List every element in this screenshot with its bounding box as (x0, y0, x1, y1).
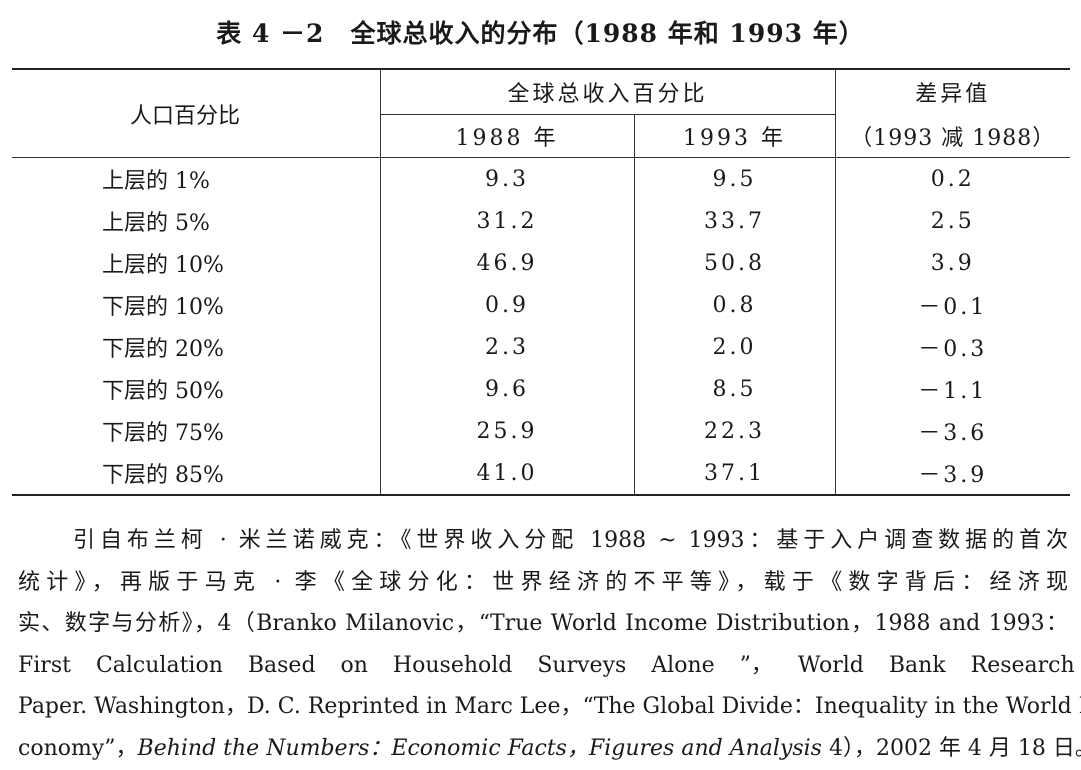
col-header-1993: 1993 年 (633, 114, 835, 158)
value-diff: 0.2 (834, 157, 1070, 200)
table-row: 下层的 10% 0.9 0.8 －0.1 (12, 284, 1070, 326)
header-row-2: 1988 年 1993 年 （1993 减 1988） (12, 114, 1070, 158)
value-1988: 9.6 (379, 368, 634, 410)
value-1993: 33.7 (633, 200, 835, 242)
row-label: 上层的 10% (102, 253, 224, 278)
row-label: 上层的 5% (102, 211, 210, 236)
table-row: 下层的 50% 9.6 8.5 －1.1 (12, 368, 1070, 410)
caption-line: Paper. Washington，D. C. Reprinted in Mar… (18, 694, 1081, 719)
row-label: 下层的 85% (12, 452, 380, 496)
table-title: 表 4 －2 全球总收入的分布（1988 年和 1993 年） (216, 19, 865, 48)
value-1993: 9.5 (633, 157, 835, 200)
caption-text: 4），2002 年 4 月 18 日。 (821, 735, 1081, 761)
caption-line: conomy”，Behind the Numbers：Economic Fact… (18, 728, 1081, 770)
source-caption: 引自布兰柯 · 米兰诺威克：《世界收入分配 1988 ~ 1993：基于入户调查… (18, 520, 1081, 770)
value-1993: 50.8 (633, 242, 835, 284)
table-row: 下层的 20% 2.3 2.0 －0.3 (12, 326, 1070, 368)
value-diff: －0.3 (834, 326, 1070, 368)
value-1988: 41.0 (379, 452, 634, 496)
value-diff: 2.5 (834, 200, 1070, 242)
book-title: Behind the Numbers：Economic Facts，Figure… (137, 735, 822, 761)
table-row: 下层的 85% 41.0 37.1 －3.9 (12, 452, 1070, 496)
value-1988: 0.9 (379, 284, 634, 326)
group-header-income: 全球总收入百分比 (379, 68, 835, 115)
caption-line: 实、数字与分析》，4（Branko Milanovic，“True World … (18, 611, 1068, 636)
value-diff: －0.1 (834, 284, 1070, 326)
table-row: 上层的 5% 31.2 33.7 2.5 (12, 200, 1070, 242)
header-row: 人口百分比 全球总收入百分比 差异值 (12, 68, 1070, 158)
value-1988: 2.3 (379, 326, 634, 368)
value-1988: 31.2 (379, 200, 634, 242)
value-1993: 22.3 (633, 410, 835, 452)
row-label: 下层的 20% (102, 337, 224, 362)
table-row: 下层的 75% 25.9 22.3 －3.6 (12, 410, 1070, 452)
col-header-population: 人口百分比 (12, 68, 380, 158)
row-label: 上层的 1% (102, 169, 210, 194)
value-diff: －3.9 (834, 452, 1070, 496)
row-label: 下层的 75% (102, 421, 224, 446)
value-1988: 46.9 (379, 242, 634, 284)
row-label: 下层的 50% (102, 379, 224, 404)
caption-line: First Calculation Based on Household Sur… (18, 652, 1075, 678)
col-header-diff-sub: （1993 减 1988） (834, 114, 1070, 158)
income-distribution-table: 人口百分比 全球总收入百分比 差异值 1988 年 1993 年 （1993 减… (12, 68, 1070, 496)
col-header-diff: 差异值 (834, 68, 1070, 115)
value-1988: 9.3 (379, 157, 634, 200)
value-1993: 2.0 (633, 326, 835, 368)
table-row: 上层的 10% 46.9 50.8 3.9 (12, 242, 1070, 284)
col-header-1988: 1988 年 (379, 114, 634, 158)
row-label: 下层的 10% (102, 295, 224, 320)
caption-text: conomy”， (18, 735, 138, 761)
value-1988: 25.9 (379, 410, 634, 452)
value-diff: －1.1 (834, 368, 1070, 410)
value-diff: 3.9 (834, 242, 1070, 284)
value-1993: 0.8 (633, 284, 835, 326)
value-diff: －3.6 (834, 410, 1070, 452)
caption-line: 引自布兰柯 · 米兰诺威克：《世界收入分配 1988 ~ 1993：基于入户调查… (73, 528, 1068, 553)
value-1993: 8.5 (633, 368, 835, 410)
table-row: 上层的 1% 9.3 9.5 0.2 (12, 157, 1070, 200)
caption-line: 统计》，再版于马克 · 李《全球分化：世界经济的不平等》，载于《数字背后：经济现 (18, 569, 1068, 595)
value-1993: 37.1 (633, 452, 835, 496)
